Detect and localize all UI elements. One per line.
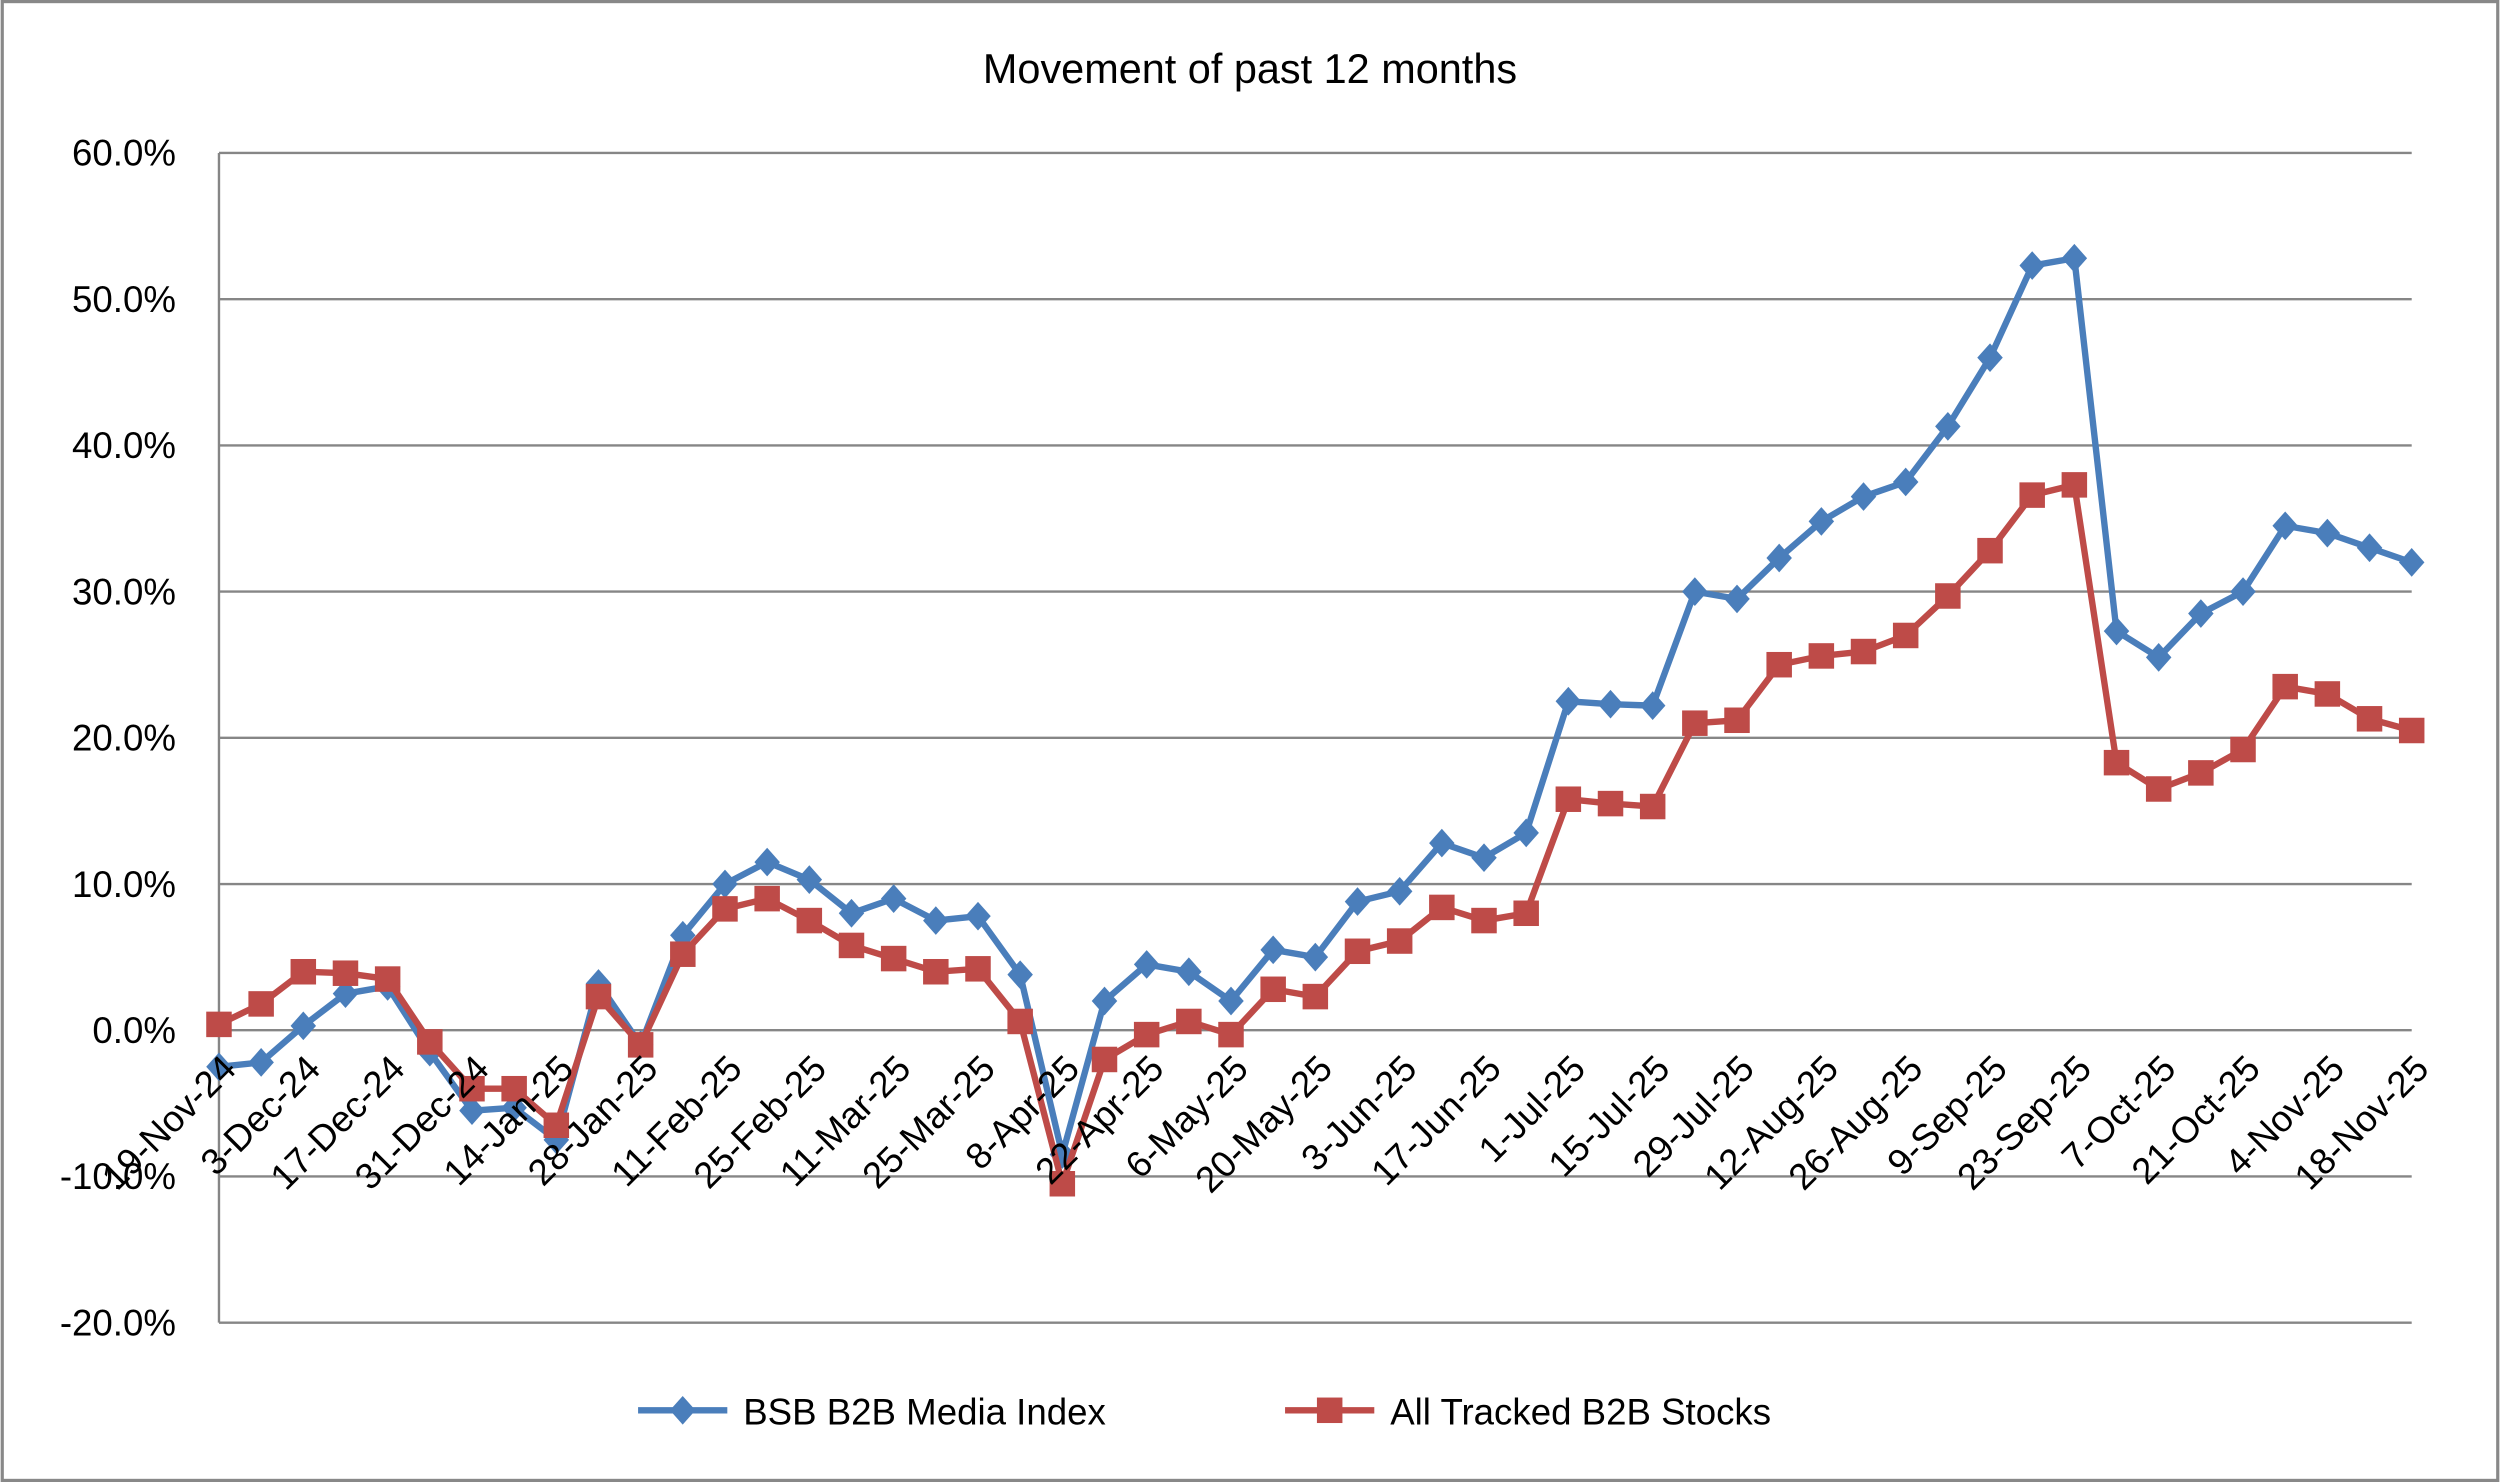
marker xyxy=(880,945,907,972)
legend-label: BSB B2B Media Index xyxy=(743,1392,1106,1433)
marker xyxy=(1597,790,1624,817)
marker xyxy=(712,896,738,922)
marker xyxy=(1344,938,1371,965)
marker xyxy=(1007,960,1033,990)
marker xyxy=(585,983,612,1010)
y-tick-label: 20.0% xyxy=(72,718,176,759)
marker xyxy=(1260,976,1286,1003)
marker xyxy=(2019,482,2045,508)
y-tick-label: 10.0% xyxy=(72,864,176,905)
marker xyxy=(1555,786,1582,812)
marker xyxy=(2061,472,2088,498)
marker xyxy=(2230,736,2256,763)
marker xyxy=(670,941,696,967)
marker xyxy=(838,898,865,928)
marker xyxy=(796,907,823,934)
marker xyxy=(2398,548,2425,577)
marker xyxy=(290,958,317,985)
marker xyxy=(1682,710,1708,736)
marker xyxy=(2145,776,2172,802)
marker xyxy=(2356,533,2383,563)
y-tick-label: -10.0% xyxy=(60,1156,176,1197)
marker xyxy=(923,906,949,935)
marker xyxy=(1892,467,1919,497)
marker xyxy=(712,869,738,899)
legend-marker xyxy=(669,1395,696,1425)
marker xyxy=(1091,1046,1118,1073)
marker xyxy=(1935,412,1961,441)
marker xyxy=(206,1011,232,1038)
marker xyxy=(1302,983,1329,1010)
marker xyxy=(1513,900,1539,927)
marker xyxy=(1724,707,1750,734)
marker xyxy=(1977,537,2003,564)
marker xyxy=(501,1075,527,1102)
marker xyxy=(1176,1008,1202,1035)
marker xyxy=(248,991,274,1017)
marker xyxy=(1176,957,1202,987)
marker xyxy=(1471,843,1497,873)
marker xyxy=(2314,681,2341,707)
marker xyxy=(1808,643,1835,669)
y-tick-label: 0.0% xyxy=(92,1010,176,1051)
marker xyxy=(1429,828,1455,858)
chart-title: Movement of past 12 months xyxy=(983,45,1517,92)
y-tick-label: 50.0% xyxy=(72,279,176,320)
marker xyxy=(880,884,907,913)
marker xyxy=(206,1052,232,1082)
legend-marker xyxy=(1316,1397,1343,1424)
marker xyxy=(1133,1021,1160,1048)
marker xyxy=(2103,616,2130,646)
marker xyxy=(1892,622,1919,649)
marker xyxy=(627,1032,654,1058)
marker xyxy=(1007,1008,1033,1035)
marker xyxy=(1344,887,1371,916)
marker xyxy=(1218,1021,1244,1048)
marker xyxy=(1639,793,1666,820)
marker xyxy=(1850,482,1877,511)
marker xyxy=(2188,599,2214,628)
y-tick-label: 60.0% xyxy=(72,133,176,174)
marker xyxy=(1386,928,1413,954)
marker xyxy=(2356,706,2383,732)
marker xyxy=(2272,673,2298,700)
marker xyxy=(248,1048,274,1077)
marker xyxy=(796,865,823,894)
marker xyxy=(2314,518,2341,548)
y-tick-label: 40.0% xyxy=(72,425,176,466)
marker xyxy=(838,932,865,959)
marker xyxy=(2398,717,2425,744)
marker xyxy=(965,901,991,931)
marker xyxy=(1386,876,1413,906)
marker xyxy=(923,958,949,985)
marker xyxy=(2272,511,2298,541)
marker xyxy=(417,1029,443,1055)
marker xyxy=(459,1075,485,1102)
marker xyxy=(2188,760,2214,786)
y-tick-label: 30.0% xyxy=(72,571,176,612)
marker xyxy=(459,1096,485,1125)
marker xyxy=(1513,818,1539,848)
marker xyxy=(1049,1170,1076,1197)
marker xyxy=(2019,251,2045,280)
marker xyxy=(1935,583,1961,609)
marker xyxy=(1766,651,1792,678)
marker xyxy=(1471,907,1497,934)
marker xyxy=(1724,584,1750,614)
marker xyxy=(374,966,401,992)
marker xyxy=(1429,894,1455,921)
marker xyxy=(754,847,780,877)
marker xyxy=(332,960,359,986)
y-tick-label: -20.0% xyxy=(60,1302,176,1343)
marker xyxy=(754,885,780,912)
legend-label: All Tracked B2B Stocks xyxy=(1390,1392,1771,1433)
marker xyxy=(1850,638,1877,665)
marker xyxy=(2103,749,2130,776)
marker xyxy=(543,1112,570,1139)
marker xyxy=(965,956,991,982)
